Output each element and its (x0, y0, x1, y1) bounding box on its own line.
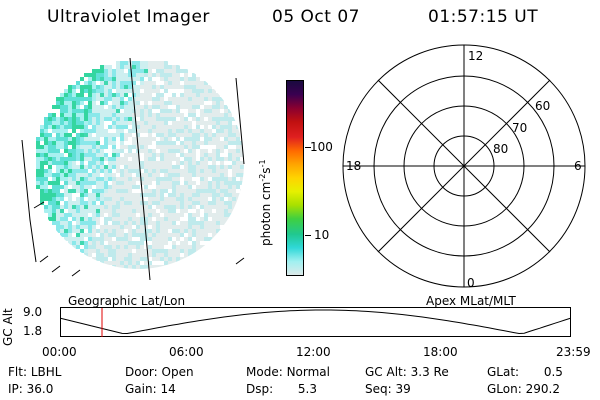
orbit-xtick-0600: 06:00 (169, 345, 204, 359)
date-label: 05 Oct 07 (272, 7, 360, 27)
colorbar (286, 80, 304, 276)
orbit-ytick-top: 9.0 (23, 305, 43, 319)
grid-tick (51, 265, 61, 273)
grid-tick (235, 257, 245, 265)
uv-image-pixels (36, 61, 244, 269)
status-filter: Flt: LBHL (8, 365, 62, 379)
orbit-xtick-0000: 00:00 (42, 345, 77, 359)
orbit-altitude-plot (60, 307, 571, 337)
mlt-label-18: 18 (346, 159, 361, 173)
altitude-curve (60, 309, 571, 335)
time-label: 01:57:15 UT (428, 7, 539, 27)
polar-diagonal (377, 79, 551, 253)
orbit-xtick-2359: 23:59 (556, 345, 591, 359)
mlt-label-0: 0 (467, 276, 475, 290)
status-seq: Seq: 39 (365, 382, 411, 396)
uv-image-panel (21, 57, 245, 281)
apex-caption: Apex MLat/MLT (426, 294, 516, 308)
orbit-ytick-bottom: 1.8 (23, 324, 43, 338)
grid-tick (33, 201, 45, 209)
colorbar-tick-mark (305, 147, 311, 148)
geographic-caption: Geographic Lat/Lon (68, 294, 186, 308)
grid-tick (71, 269, 81, 277)
status-door: Door: Open (125, 365, 194, 379)
orbit-xtick-1800: 18:00 (423, 345, 458, 359)
mlt-label-6: 6 (574, 159, 582, 173)
colorbar-unit-label: photon cm-2s-1 (258, 159, 273, 246)
orbit-xtick-1200: 12:00 (296, 345, 331, 359)
status-glat: GLat: 0.5 (487, 365, 563, 379)
status-mode: Mode: Normal (246, 365, 330, 379)
longitude-line (129, 57, 151, 281)
mlt-label-12: 12 (468, 49, 483, 63)
orbit-plot-frame (60, 307, 571, 337)
polar-plot: 12 18 6 0 60 70 80 (342, 44, 586, 290)
orbit-axis-title: GC Alt (1, 308, 15, 346)
colorbar-tick-mark (305, 235, 311, 236)
status-ip: IP: 36.0 (8, 382, 54, 396)
colorbar-tick-10: 10 (314, 228, 330, 242)
colorbar-tick-100: 100 (310, 140, 333, 154)
status-gain: Gain: 14 (125, 382, 176, 396)
status-dsp: Dsp: 5.3 (246, 382, 317, 396)
grid-tick (39, 255, 49, 263)
mlat-label-60: 60 (535, 99, 550, 113)
status-glon: GLon: 290.2 (487, 382, 560, 396)
longitude-line (21, 139, 37, 263)
status-gc-alt: GC Alt: 3.3 Re (365, 365, 449, 379)
mlat-label-70: 70 (512, 121, 527, 135)
longitude-line (235, 77, 245, 165)
instrument-title: Ultraviolet Imager (47, 7, 210, 27)
mlat-label-80: 80 (493, 142, 508, 156)
